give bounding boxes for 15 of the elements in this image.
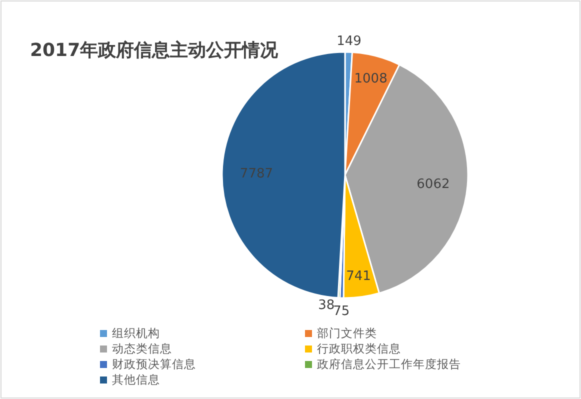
legend-label: 行政职权类信息 (317, 342, 401, 356)
data-label: 38 (318, 298, 335, 313)
data-label: 741 (346, 268, 371, 284)
legend-label: 组织机构 (112, 326, 160, 340)
legend-label: 财政预决算信息 (112, 357, 196, 371)
data-label: 149 (336, 34, 362, 50)
data-label: 75 (333, 304, 350, 319)
data-label: 7787 (240, 166, 274, 182)
data-label: 6062 (416, 176, 450, 192)
chart-title: 2017年政府信息主动公开情况 (30, 40, 280, 61)
legend-label: 政府信息公开工作年度报告 (317, 357, 461, 371)
legend-label: 部门文件类 (317, 326, 377, 340)
legend-label: 动态类信息 (112, 342, 172, 356)
legend-label: 其他信息 (112, 372, 160, 386)
data-label: 1008 (354, 71, 388, 86)
